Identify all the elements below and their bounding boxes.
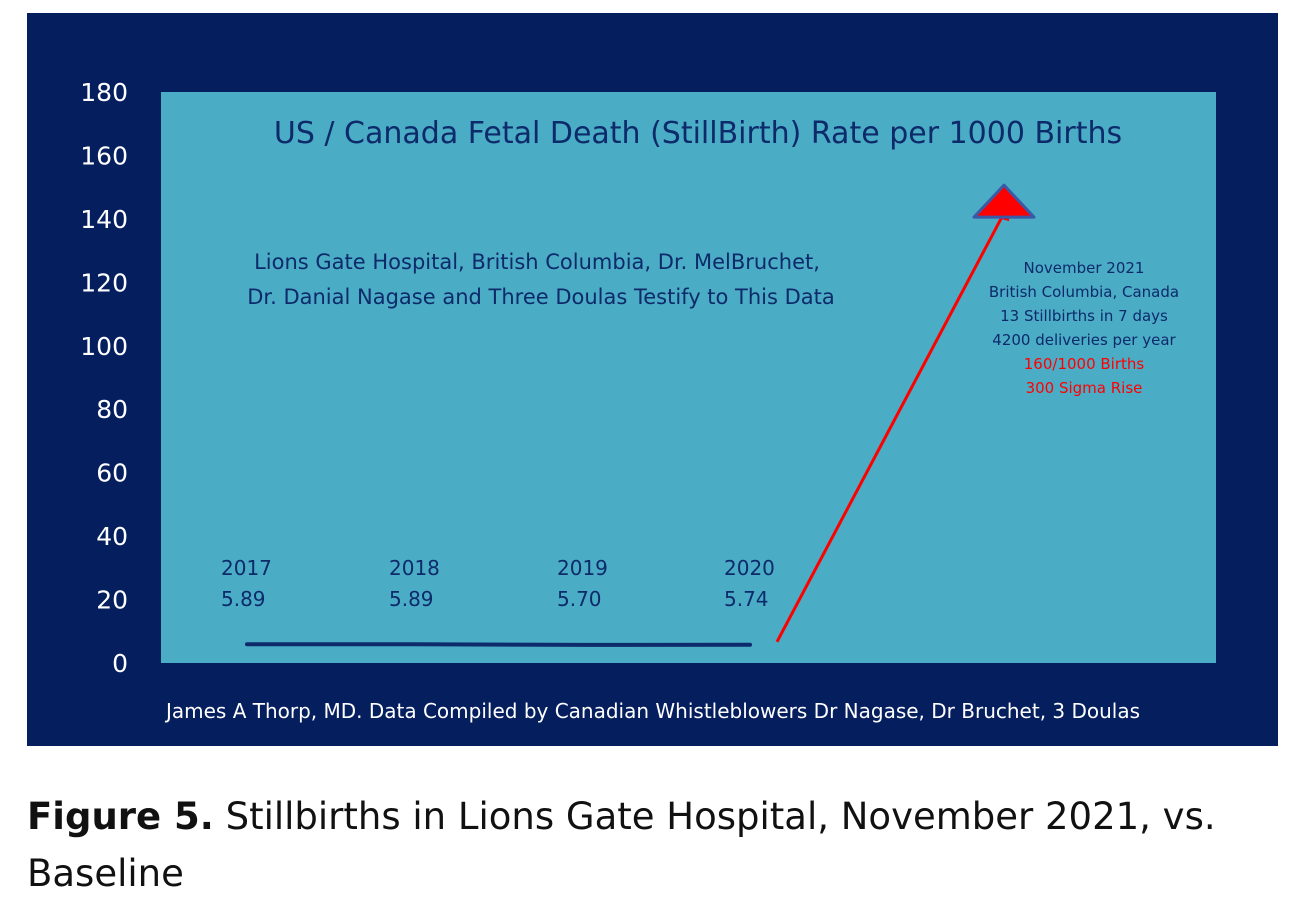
figure-caption-label: Figure 5. <box>27 795 214 838</box>
y-tick-label: 180 <box>80 78 128 107</box>
annotation-highlight-line: 160/1000 Births <box>1024 355 1145 373</box>
series-line <box>245 642 752 647</box>
y-tick-label: 140 <box>80 205 128 234</box>
year-label: 2018 <box>389 556 440 580</box>
y-tick-label: 40 <box>96 522 128 551</box>
spike-arrow-line <box>775 210 1007 643</box>
annotation-highlight-line: 300 Sigma Rise <box>1026 379 1143 397</box>
y-tick-label: 60 <box>96 459 128 488</box>
year-label: 2020 <box>724 556 775 580</box>
y-tick-label: 100 <box>80 332 128 361</box>
chart-credit: James A Thorp, MD. Data Compiled by Cana… <box>164 699 1140 723</box>
value-label: 5.89 <box>389 587 434 611</box>
figure-panel: 0 20 40 60 80 100 120 140 160 180 2017 5.89 2018 5.8… <box>27 13 1278 746</box>
figure-caption: Figure 5. Stillbirths in Lions Gate Hosp… <box>27 788 1277 902</box>
y-tick-label: 20 <box>96 586 128 615</box>
annotation-line: 13 Stillbirths in 7 days <box>1000 307 1168 325</box>
year-label: 2019 <box>557 556 608 580</box>
chart-subtitle-line-2: Dr. Danial Nagase and Three Doulas Testi… <box>247 285 835 309</box>
spike-marker-triangle <box>972 183 1036 219</box>
chart-title: US / Canada Fetal Death (StillBirth) Rat… <box>274 116 1122 151</box>
annotation-line: 4200 deliveries per year <box>992 331 1176 349</box>
year-label: 2017 <box>221 556 272 580</box>
november-2021-annotation: November 2021 British Columbia, Canada 13 … <box>989 259 1179 397</box>
y-tick-label: 0 <box>112 649 128 678</box>
value-label: 5.74 <box>724 587 769 611</box>
value-label: 5.70 <box>557 587 602 611</box>
chart-subtitle-line-1: Lions Gate Hospital, British Columbia, D… <box>254 250 820 274</box>
y-tick-label: 80 <box>96 395 128 424</box>
annotation-line: November 2021 <box>1024 259 1145 277</box>
value-label: 5.89 <box>221 587 266 611</box>
stillbirth-rate-chart: 0 20 40 60 80 100 120 140 160 180 2017 5.89 2018 5.8… <box>80 78 1216 723</box>
figure-caption-text: Stillbirths in Lions Gate Hospital, Nove… <box>27 795 1216 895</box>
y-tick-label: 160 <box>80 141 128 170</box>
annotation-line: British Columbia, Canada <box>989 283 1179 301</box>
plot-area <box>161 92 1216 663</box>
y-tick-label: 120 <box>80 268 128 297</box>
